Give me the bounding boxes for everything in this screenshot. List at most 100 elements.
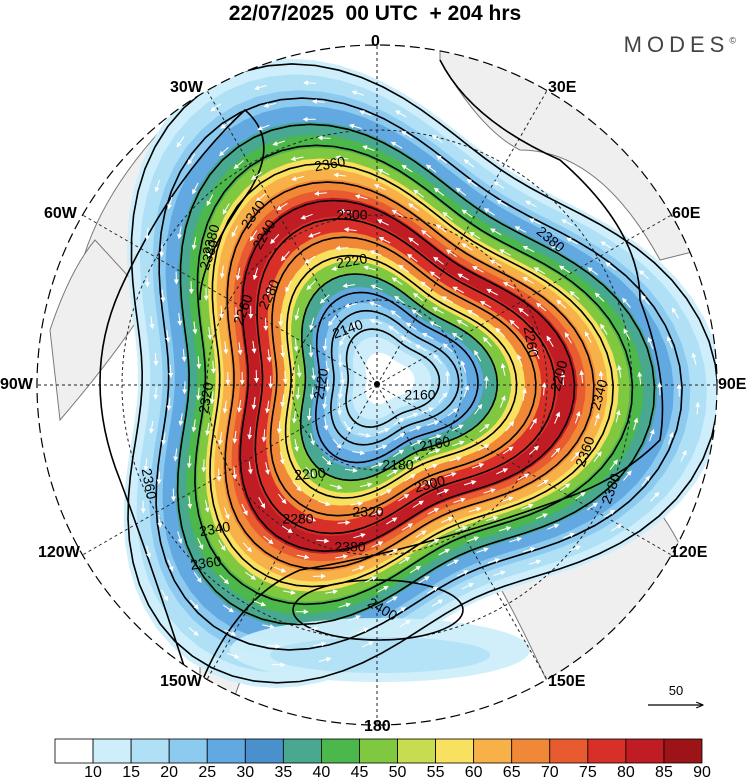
wind-vector-42 [410, 440, 423, 447]
contour-label-25: 2200 [547, 358, 571, 392]
wind-vector-73 [296, 364, 302, 378]
colorbar-swatch-3 [168, 738, 208, 764]
wind-vector-199 [483, 488, 496, 494]
reference-arrow [648, 698, 706, 712]
colorbar-tick-80: 80 [616, 764, 635, 781]
wind-vector-40 [451, 424, 464, 432]
wind-vector-354 [159, 244, 165, 258]
wind-vector-30 [322, 338, 328, 352]
wind-vector-343 [267, 643, 281, 649]
wind-vector-390 [153, 353, 159, 367]
wind-vector-292 [558, 265, 571, 274]
contour-label-text-13: 2160 [418, 433, 452, 454]
contour-label-10: 2320 [195, 381, 216, 415]
weak-jet-band [230, 618, 530, 682]
wind-vector-181 [237, 342, 243, 356]
wind-vector-4 [377, 427, 390, 434]
wind-vector-398 [303, 80, 317, 86]
wind-vectors [140, 80, 701, 668]
wind-vector-172 [371, 541, 384, 548]
wind-vector-217 [291, 175, 304, 182]
wind-vector-387 [143, 458, 149, 472]
wind-vector-58 [429, 321, 442, 328]
wind-vector-418 [431, 599, 444, 607]
wind-vector-159 [408, 237, 419, 246]
wind-vector-299 [535, 513, 548, 520]
wind-vector-65 [407, 456, 420, 464]
wind-vector-318 [192, 182, 199, 195]
contour-line-outer [99, 59, 664, 701]
wind-vector-135 [509, 319, 520, 329]
colorbar-swatch-10 [435, 738, 475, 764]
wind-vector-329 [587, 267, 598, 276]
wind-vector-415 [528, 559, 542, 565]
wind-vector-226 [584, 331, 592, 343]
wind-vector-222 [461, 243, 473, 251]
wind-vector-256 [499, 249, 511, 256]
wind-vector-27 [322, 396, 328, 410]
wind-vector-295 [637, 371, 643, 385]
wind-vector-377 [456, 570, 469, 577]
colorbar-swatch-8 [359, 738, 398, 764]
wind-vector-411 [680, 449, 687, 462]
wind-vector-235 [364, 576, 378, 583]
wind-vector-215 [231, 225, 238, 238]
contour-line-10 [194, 144, 634, 606]
contour-line-5 [269, 236, 537, 517]
brand-logo: MODES© [624, 32, 736, 58]
contour-label-12: 2180 [382, 457, 413, 473]
wind-vector-31 [328, 315, 337, 327]
wind-vector-233 [441, 516, 454, 523]
wind-vector-421 [318, 657, 332, 662]
colorbar-swatch-14 [587, 738, 627, 764]
wind-vector-163 [518, 307, 529, 317]
wind-vector-330 [622, 297, 631, 308]
contour-label-text-4: 2220 [335, 250, 369, 271]
wind-vector-136 [533, 347, 540, 360]
lon-label-90w: 90W [0, 376, 33, 393]
map-title: 22/07/2025 00 UTC + 204 hrs [228, 2, 522, 25]
contour-label-text-22: 2360 [189, 553, 222, 573]
contour-label-text-3: 2300 [336, 207, 367, 223]
wind-vector-19 [447, 408, 459, 417]
wind-vector-224 [522, 276, 534, 284]
wind-vector-34 [390, 310, 402, 319]
contour-label-text-12: 2180 [382, 457, 413, 473]
contour-label-text-20: 2380 [334, 539, 365, 555]
wind-vector-301 [466, 536, 480, 542]
wind-vector-311 [173, 448, 179, 462]
wind-vector-23 [375, 444, 388, 451]
wind-vector-20 [426, 420, 440, 426]
wind-vector-210 [222, 400, 228, 414]
contour-line-3 [299, 273, 499, 482]
wind-vector-200 [453, 497, 466, 504]
wind-vector-117 [337, 520, 351, 526]
colorbar-swatch-15 [625, 738, 665, 764]
wind-vector-347 [157, 514, 163, 528]
wind-vector-407 [639, 270, 649, 280]
wind-vector-335 [586, 502, 598, 511]
wind-vector-134 [479, 301, 492, 308]
wind-vector-296 [633, 417, 639, 431]
wind-vector-358 [263, 102, 277, 108]
lon-label-90e: 90E [718, 376, 747, 393]
wind-vector-367 [605, 261, 616, 271]
wind-vector-104 [398, 264, 410, 273]
contour-label-13: 2160 [418, 433, 452, 454]
wind-vector-286 [362, 145, 375, 152]
wind-vector-196 [574, 411, 581, 424]
wind-vector-8 [337, 385, 343, 399]
contour-label-21: 2340 [198, 518, 232, 539]
wind-vector-293 [594, 292, 605, 302]
brand-mark: © [729, 35, 736, 46]
contour-label-text-21: 2340 [198, 518, 232, 539]
wind-vector-174 [296, 554, 310, 560]
contour-line-9 [209, 162, 615, 588]
wind-vector-124 [266, 349, 272, 363]
wind-vector-287 [401, 164, 413, 173]
wind-vector-257 [533, 267, 546, 275]
wind-vector-44 [370, 462, 384, 468]
colorbar-swatch-1 [92, 738, 132, 764]
wind-vector-382 [227, 652, 240, 659]
contour-label-29: 2300 [413, 472, 447, 496]
